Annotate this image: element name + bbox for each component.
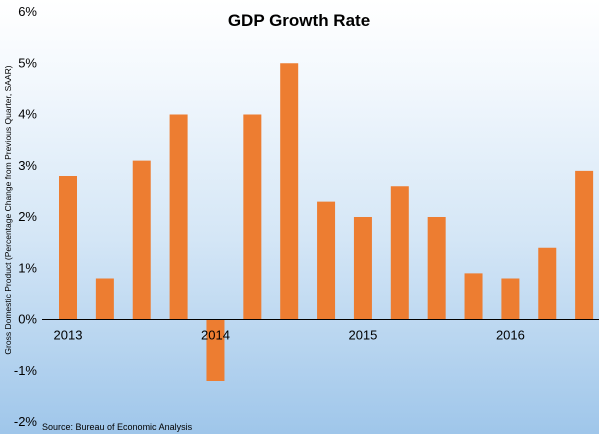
y-tick-label: 3% <box>18 158 37 173</box>
source-note: Source: Bureau of Economic Analysis <box>42 422 193 432</box>
bar <box>243 114 262 320</box>
bar <box>427 217 446 320</box>
bar <box>390 186 409 320</box>
bar <box>501 278 520 320</box>
x-tick-label: 2014 <box>201 328 230 343</box>
y-tick-label: -2% <box>14 414 38 429</box>
bar <box>59 176 77 320</box>
chart-title: GDP Growth Rate <box>228 11 370 30</box>
bar <box>353 217 372 320</box>
bars <box>59 63 594 381</box>
y-axis-label: Gross Domestic Product (Percentage Chang… <box>3 65 13 354</box>
x-tick-label: 2015 <box>348 328 377 343</box>
y-tick-label: 2% <box>18 209 37 224</box>
bar <box>280 63 299 320</box>
bar <box>95 278 114 320</box>
bar <box>464 273 483 320</box>
y-tick-label: 6% <box>18 4 37 19</box>
x-tick-label: 2013 <box>54 328 83 343</box>
bar <box>206 319 225 381</box>
bar <box>132 160 151 320</box>
y-tick-label: 5% <box>18 55 37 70</box>
x-axis-labels: 2013 2014 2015 2016 <box>54 328 525 343</box>
y-tick-label: -1% <box>14 363 38 378</box>
bar <box>575 170 594 320</box>
bar <box>317 201 336 320</box>
y-tick-label: 1% <box>18 260 37 275</box>
bar <box>169 114 188 320</box>
y-tick-label: 0% <box>18 312 37 327</box>
y-axis: -2% -1% 0% 1% 2% 3% 4% 5% 6% <box>14 4 38 429</box>
y-tick-label: 4% <box>18 107 37 122</box>
x-tick-label: 2016 <box>496 328 525 343</box>
bar <box>538 247 557 320</box>
